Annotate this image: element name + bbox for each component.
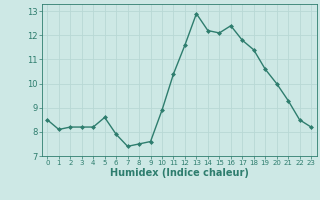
X-axis label: Humidex (Indice chaleur): Humidex (Indice chaleur) — [110, 168, 249, 178]
